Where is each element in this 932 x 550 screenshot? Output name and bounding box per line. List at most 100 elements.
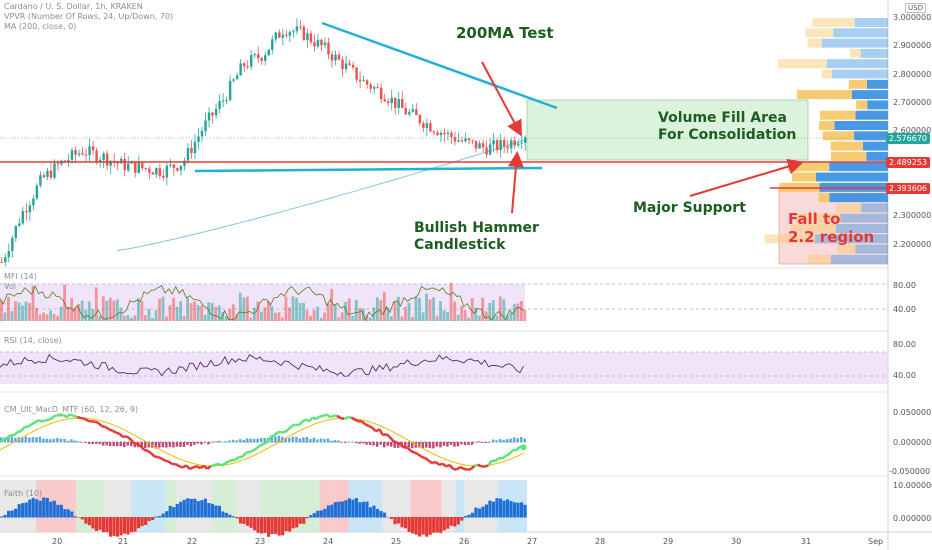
macd-hist-bar bbox=[502, 439, 505, 443]
time-tick: 23 bbox=[255, 537, 266, 546]
vp-up-bar bbox=[840, 213, 888, 223]
macd-segment bbox=[364, 423, 370, 428]
macd-segment bbox=[13, 431, 19, 437]
candle-body bbox=[341, 59, 344, 70]
vp-down-bar bbox=[807, 38, 822, 48]
faith-bar bbox=[189, 498, 193, 518]
volume-bar bbox=[379, 300, 383, 321]
vp-up-bar bbox=[851, 90, 888, 100]
faith-bar bbox=[161, 513, 165, 518]
candle-body bbox=[443, 132, 446, 135]
ma200-line bbox=[116, 138, 528, 252]
macd-hist-bar bbox=[372, 442, 375, 446]
fall-line1: Fall to bbox=[788, 210, 841, 228]
volume-bar bbox=[375, 297, 379, 321]
faith-bar bbox=[323, 508, 327, 518]
volume-bar bbox=[59, 306, 63, 321]
volume-bar bbox=[386, 307, 390, 321]
candle-body bbox=[306, 33, 309, 40]
candle-body bbox=[21, 211, 25, 224]
vp-down-bar bbox=[831, 151, 867, 161]
candle-body bbox=[471, 140, 474, 142]
faith-bar bbox=[38, 500, 42, 518]
faith-bar bbox=[165, 511, 169, 518]
faith-bar bbox=[347, 498, 351, 518]
macd-segment bbox=[80, 416, 85, 420]
macd-segment bbox=[389, 436, 395, 442]
macd-hist-bar bbox=[193, 442, 196, 445]
faith-bar bbox=[337, 501, 341, 518]
candle-body bbox=[372, 87, 376, 89]
macd-hist-bar bbox=[323, 438, 326, 443]
faith-bar bbox=[460, 517, 464, 521]
macd-segment bbox=[69, 413, 75, 417]
volume-bar bbox=[330, 288, 334, 321]
volume-bar bbox=[484, 311, 488, 321]
faith-bar bbox=[393, 517, 397, 525]
macd-segment bbox=[157, 455, 163, 460]
horizontal-base-trendline bbox=[194, 166, 543, 173]
macd-hist-bar bbox=[519, 437, 523, 443]
vp-down-bar bbox=[821, 69, 833, 79]
hammer-arrow bbox=[507, 151, 524, 214]
macd-hist-bar bbox=[425, 442, 428, 448]
faith-bar bbox=[375, 509, 380, 518]
faith-bar bbox=[428, 517, 432, 535]
macd-hist-bar bbox=[235, 440, 238, 443]
faith-bar bbox=[200, 500, 204, 518]
faith-bar bbox=[70, 511, 74, 518]
macd-hist-bar bbox=[196, 442, 200, 444]
time-tick: Sep bbox=[868, 537, 884, 546]
currency-badge[interactable]: USD bbox=[905, 3, 926, 13]
volume-bar bbox=[224, 315, 228, 321]
macd-hist-bar bbox=[165, 442, 168, 448]
faith-bar bbox=[7, 510, 11, 518]
volume-bar bbox=[470, 298, 474, 321]
macd-hist-bar bbox=[326, 438, 330, 443]
macd-segment bbox=[104, 425, 110, 431]
vp-down-bar bbox=[819, 121, 835, 130]
candle-body bbox=[520, 142, 523, 144]
macd-segment bbox=[262, 441, 268, 446]
macd-hist-bar bbox=[21, 437, 24, 443]
macd-hist-bar bbox=[7, 437, 10, 443]
faith-bar bbox=[66, 509, 70, 518]
macd-segment bbox=[487, 459, 493, 467]
faith-bar bbox=[3, 514, 7, 518]
volume-bar bbox=[337, 317, 341, 321]
candle-body bbox=[193, 141, 197, 154]
macd-segment bbox=[175, 463, 180, 468]
volume-bar bbox=[56, 315, 60, 321]
volume-fill-line2: For Consolidation bbox=[658, 127, 797, 143]
vp-down-bar bbox=[791, 224, 836, 233]
volume-bar bbox=[295, 297, 298, 321]
macd-segment bbox=[368, 424, 374, 430]
faith-bar bbox=[49, 501, 53, 518]
candle-body bbox=[516, 143, 520, 146]
macd-hist-bar bbox=[435, 442, 439, 447]
macd-hist-bar bbox=[179, 442, 182, 447]
volume-bar bbox=[512, 304, 516, 321]
volume-bar bbox=[453, 301, 457, 321]
macd-hist-bar bbox=[456, 442, 460, 447]
volume-bar bbox=[263, 307, 267, 321]
faith-bar bbox=[31, 497, 35, 518]
macd-segment bbox=[220, 462, 226, 467]
candle-body bbox=[56, 163, 60, 165]
macd-hist-bar bbox=[274, 436, 277, 443]
macd-hist-bar bbox=[70, 439, 73, 443]
candle-body bbox=[334, 54, 337, 61]
faith-bar bbox=[502, 500, 506, 518]
volume-bar bbox=[365, 314, 369, 321]
vp-down-bar bbox=[856, 100, 868, 110]
macd-segment bbox=[202, 464, 209, 470]
faith-legend: Faith (10) bbox=[4, 489, 43, 498]
macd-hist-bar bbox=[28, 437, 31, 443]
macd-segment bbox=[453, 467, 457, 471]
faith-bar bbox=[154, 516, 158, 518]
faith-bar bbox=[87, 517, 91, 526]
volume-bar bbox=[21, 305, 24, 321]
volume-bar bbox=[140, 301, 144, 321]
volume-bar bbox=[249, 317, 253, 321]
